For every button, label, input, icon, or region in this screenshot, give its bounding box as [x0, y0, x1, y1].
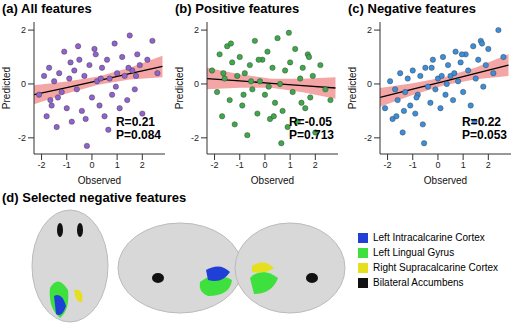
svg-text:-2: -2 [38, 160, 46, 170]
html-text:R=0.21: R=0.21 [116, 115, 155, 129]
svg-text:Predicted: Predicted [174, 67, 185, 109]
svg-text:2: 2 [194, 25, 199, 35]
svg-text:-1: -1 [236, 160, 244, 170]
svg-text:Observed: Observed [424, 175, 467, 186]
html-text:P=0.053: P=0.053 [462, 128, 507, 142]
svg-text:2: 2 [486, 160, 491, 170]
svg-text:1: 1 [288, 160, 293, 170]
svg-text:1: 1 [461, 160, 466, 170]
svg-text:Predicted: Predicted [347, 67, 358, 109]
html-text:P=0.084: P=0.084 [116, 128, 161, 142]
svg-text:0: 0 [367, 79, 372, 89]
html-text:(a) All features: (a) All features [2, 1, 92, 16]
svg-text:1: 1 [115, 160, 120, 170]
html-text:(c) Negative features: (c) Negative features [348, 1, 476, 16]
html-text:(b) Positive features: (b) Positive features [175, 1, 300, 16]
svg-text:0: 0 [262, 160, 267, 170]
svg-text:-2: -2 [191, 133, 199, 143]
svg-text:Predicted: Predicted [1, 67, 12, 109]
svg-text:0: 0 [435, 160, 440, 170]
html-text:P=0.713: P=0.713 [289, 128, 334, 142]
svg-text:0: 0 [21, 79, 26, 89]
svg-text:-2: -2 [211, 160, 219, 170]
svg-text:2: 2 [313, 160, 318, 170]
svg-text:-2: -2 [18, 133, 26, 143]
html-text:(d) Selected negative features: (d) Selected negative features [2, 190, 187, 205]
svg-text:Observed: Observed [251, 175, 294, 186]
svg-text:-1: -1 [63, 160, 71, 170]
svg-text:0: 0 [194, 79, 199, 89]
svg-text:-2: -2 [384, 160, 392, 170]
svg-text:-2: -2 [364, 133, 372, 143]
html-text:R=0.22: R=0.22 [462, 115, 501, 129]
html-text:Left Lingual Gyrus: Left Lingual Gyrus [373, 247, 455, 258]
svg-text:2: 2 [140, 160, 145, 170]
svg-text:2: 2 [21, 25, 26, 35]
svg-text:-1: -1 [409, 160, 417, 170]
html-text:Left Intracalcarine Cortex: Left Intracalcarine Cortex [373, 232, 485, 243]
html-text:Bilateral Accumbens: Bilateral Accumbens [373, 277, 464, 288]
html-text:R=-0.05: R=-0.05 [289, 115, 332, 129]
svg-text:Observed: Observed [78, 175, 121, 186]
html-text:Right Supracalcarine Cortex: Right Supracalcarine Cortex [373, 262, 499, 273]
svg-text:0: 0 [89, 160, 94, 170]
svg-text:2: 2 [367, 25, 372, 35]
